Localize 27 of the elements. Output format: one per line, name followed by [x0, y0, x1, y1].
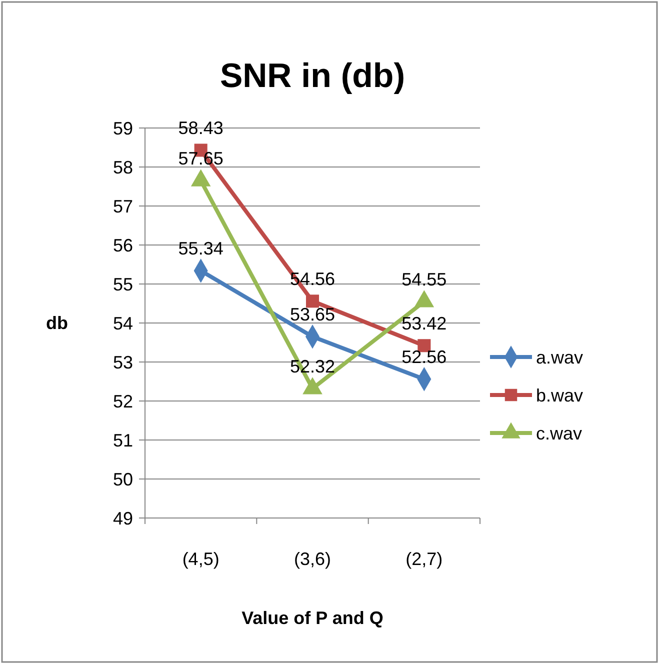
y-tick-label: 55 — [112, 274, 133, 294]
data-label: 53.65 — [290, 304, 336, 325]
y-tick-label: 53 — [112, 352, 133, 372]
data-label: 55.34 — [178, 238, 224, 259]
legend-label: c.wav — [536, 423, 582, 444]
y-tick-label: 58 — [112, 157, 133, 178]
x-tick-label: (2,7) — [406, 549, 443, 569]
data-label: 54.55 — [402, 270, 447, 290]
x-axis-title: Value of P and Q — [242, 608, 384, 628]
y-tick-label: 52 — [112, 391, 133, 412]
legend-label: a.wav — [536, 347, 584, 368]
data-label: 53.42 — [402, 314, 447, 334]
data-label: 58.43 — [178, 118, 224, 138]
data-label: 52.56 — [402, 347, 447, 368]
y-tick-label: 50 — [112, 469, 133, 490]
x-tick-label: (3,6) — [294, 549, 332, 569]
y-tick-label: 57 — [112, 196, 133, 216]
chart-title: SNR in (db) — [220, 57, 406, 95]
y-tick-label: 54 — [112, 313, 133, 334]
point — [306, 294, 320, 308]
y-tick-label: 56 — [112, 235, 133, 256]
y-axis-title: db — [46, 313, 68, 333]
legend-label: b.wav — [536, 385, 584, 406]
y-tick-label: 59 — [112, 118, 133, 138]
x-tick-label: (4,5) — [182, 549, 220, 569]
y-tick-label: 51 — [112, 430, 133, 450]
y-tick-label: 49 — [112, 508, 133, 528]
